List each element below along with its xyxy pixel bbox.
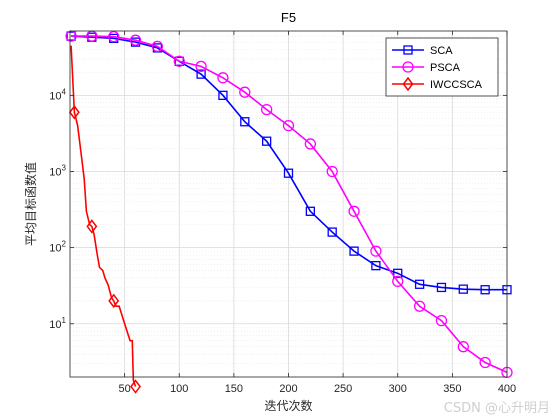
y-tick-label: 102 bbox=[49, 240, 66, 255]
series-line-iwccsca bbox=[70, 45, 137, 387]
series-psca bbox=[65, 30, 513, 379]
legend-label-psca: PSCA bbox=[430, 62, 461, 74]
marker-psca bbox=[282, 119, 295, 132]
marker-sca bbox=[196, 69, 206, 79]
marker-psca bbox=[457, 341, 469, 353]
legend-item-psca: PSCA bbox=[392, 61, 461, 74]
marker-sca bbox=[218, 90, 228, 100]
marker-psca bbox=[304, 138, 317, 150]
marker-sca bbox=[393, 268, 403, 278]
marker-sca bbox=[305, 206, 316, 216]
marker-psca bbox=[239, 86, 251, 98]
x-tick-label: 50 bbox=[119, 383, 131, 395]
series-iwccsca bbox=[68, 45, 141, 394]
x-tick-label: 150 bbox=[225, 383, 243, 395]
legend-label-iwccsca: IWCCSCA bbox=[430, 79, 483, 91]
x-axis-label: 迭代次数 bbox=[264, 398, 312, 413]
marker-iwccsca bbox=[130, 379, 141, 394]
marker-psca bbox=[348, 205, 360, 217]
marker-sca bbox=[283, 168, 294, 178]
marker-sca bbox=[327, 227, 337, 237]
x-tick-label: 300 bbox=[389, 383, 407, 395]
x-tick-label: 350 bbox=[443, 383, 461, 395]
marker-psca bbox=[173, 55, 185, 67]
marker-psca bbox=[370, 245, 382, 257]
legend-marker-iwccsca bbox=[402, 76, 414, 92]
marker-psca bbox=[195, 60, 207, 73]
marker-iwccsca bbox=[86, 219, 98, 234]
marker-psca bbox=[413, 300, 426, 312]
marker-sca bbox=[261, 136, 272, 146]
marker-sca bbox=[349, 246, 359, 256]
marker-sca bbox=[436, 282, 447, 293]
watermark: CSDN @心升明月 bbox=[444, 401, 550, 416]
series-layer bbox=[65, 30, 513, 394]
y-axis-label: 平均目标函数值 bbox=[23, 162, 38, 246]
legend-item-iwccsca: IWCCSCA bbox=[392, 76, 483, 92]
x-tick-label: 200 bbox=[279, 383, 297, 395]
marker-iwccsca bbox=[108, 293, 120, 309]
marker-sca bbox=[414, 279, 425, 289]
series-line-sca bbox=[71, 35, 507, 291]
marker-sca bbox=[174, 56, 184, 66]
marker-sca bbox=[240, 117, 250, 127]
series-line-psca bbox=[71, 35, 508, 374]
marker-sca bbox=[458, 284, 468, 294]
x-tick-label: 250 bbox=[334, 383, 352, 395]
x-tick-label: 100 bbox=[170, 383, 188, 395]
legend-marker-psca bbox=[402, 61, 414, 73]
marker-psca bbox=[326, 165, 338, 178]
marker-psca bbox=[108, 31, 120, 43]
marker-psca bbox=[129, 34, 142, 46]
marker-psca bbox=[435, 314, 448, 327]
y-tick-label: 101 bbox=[49, 316, 66, 331]
marker-psca bbox=[151, 40, 164, 53]
y-tick-label: 103 bbox=[49, 163, 66, 178]
series-sca bbox=[66, 31, 512, 295]
legend-label-sca: SCA bbox=[430, 45, 453, 57]
legend: SCA PSCA IWCCSCA bbox=[385, 37, 499, 97]
y-tick-label: 104 bbox=[49, 87, 66, 102]
marker-psca bbox=[479, 356, 491, 369]
marker-sca bbox=[109, 33, 119, 44]
tick-layer: 50 100 150 200 250 300 350 400 101 102 103 104 bbox=[49, 31, 516, 395]
chart-title: F5 bbox=[281, 10, 296, 25]
marker-sca bbox=[480, 285, 490, 295]
marker-psca bbox=[217, 72, 229, 84]
marker-psca bbox=[260, 103, 273, 116]
marker-sca bbox=[371, 260, 381, 271]
marker-iwccsca bbox=[68, 104, 80, 120]
x-tick-label: 400 bbox=[498, 383, 516, 395]
legend-marker-sca bbox=[403, 45, 413, 55]
legend-item-sca: SCA bbox=[392, 45, 453, 57]
marker-psca bbox=[392, 275, 404, 288]
